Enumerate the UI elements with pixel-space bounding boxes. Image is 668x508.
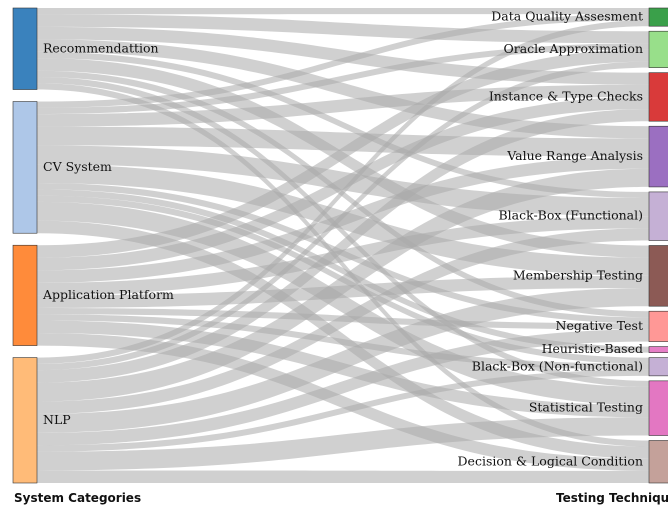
- target-node-oracle-approximation[interactable]: [648, 30, 668, 68]
- link-application-platform-to-black-box-non-functional[interactable]: [37, 314, 649, 370]
- target-label-oracle-approximation: Oracle Approximation: [503, 41, 643, 56]
- target-label-statistical-testing: Statistical Testing: [529, 400, 643, 415]
- link-nlp-to-oracle-approximation[interactable]: [37, 61, 649, 371]
- link-nlp-to-black-box-non-functional[interactable]: [37, 369, 649, 452]
- target-label-decision-and-logical-condition: Decision & Logical Condition: [458, 453, 643, 468]
- link-recommendattion-to-decision-and-logical-condition[interactable]: [37, 83, 649, 447]
- target-label-data-quality-assesment: Data Quality Assesment: [491, 9, 643, 24]
- source-node-application-platform[interactable]: [12, 244, 38, 346]
- target-label-black-box-functional: Black-Box (Functional): [498, 208, 643, 223]
- link-cv-system-to-statistical-testing[interactable]: [37, 201, 649, 406]
- source-node-cv-system[interactable]: [12, 101, 38, 234]
- link-cv-system-to-oracle-approximation[interactable]: [37, 43, 649, 115]
- link-nlp-to-negative-test[interactable]: [37, 329, 649, 446]
- target-node-data-quality-assesment[interactable]: [648, 7, 668, 27]
- link-nlp-to-statistical-testing[interactable]: [37, 417, 649, 471]
- source-label-application-platform: Application Platform: [42, 287, 174, 302]
- source-label-nlp: NLP: [43, 412, 71, 427]
- link-nlp-to-instance-and-type-checks[interactable]: [37, 109, 649, 383]
- target-label-value-range-analysis: Value Range Analysis: [506, 148, 643, 163]
- link-recommendattion-to-data-quality-assesment[interactable]: [37, 8, 649, 15]
- link-recommendattion-to-black-box-functional[interactable]: [37, 51, 649, 199]
- target-node-statistical-testing[interactable]: [648, 380, 668, 436]
- link-recommendattion-to-value-range-analysis[interactable]: [37, 39, 649, 139]
- target-node-membership-testing[interactable]: [648, 245, 668, 307]
- link-nlp-to-black-box-functional[interactable]: [37, 228, 649, 415]
- link-cv-system-to-heuristic-based[interactable]: [37, 189, 649, 353]
- source-label-cv-system: CV System: [43, 159, 112, 174]
- target-node-value-range-analysis[interactable]: [648, 125, 668, 188]
- link-cv-system-to-value-range-analysis[interactable]: [37, 126, 649, 157]
- target-node-instance-and-type-checks[interactable]: [648, 72, 668, 122]
- link-application-platform-to-instance-and-type-checks[interactable]: [37, 96, 649, 271]
- sankey-links: [37, 8, 649, 483]
- link-nlp-to-data-quality-assesment[interactable]: [37, 20, 649, 364]
- source-node-recommendattion[interactable]: [12, 7, 38, 90]
- sankey-nodes: [12, 7, 668, 484]
- link-application-platform-to-oracle-approximation[interactable]: [37, 49, 649, 258]
- source-label-recommendattion: Recommendattion: [43, 40, 159, 55]
- target-label-instance-and-type-checks: Instance & Type Checks: [489, 88, 643, 103]
- link-application-platform-to-value-range-analysis[interactable]: [37, 156, 649, 283]
- target-label-negative-test: Negative Test: [556, 318, 643, 333]
- system-categories-title: System Categories: [14, 491, 142, 505]
- link-nlp-to-membership-testing[interactable]: [37, 288, 649, 433]
- target-label-membership-testing: Membership Testing: [513, 267, 643, 282]
- target-label-black-box-non-functional: Black-Box (Non-functional): [472, 358, 643, 373]
- source-node-nlp[interactable]: [12, 357, 38, 484]
- target-node-negative-test[interactable]: [648, 310, 668, 342]
- target-node-black-box-functional[interactable]: [648, 191, 668, 241]
- link-nlp-to-value-range-analysis[interactable]: [37, 168, 649, 402]
- target-node-decision-and-logical-condition[interactable]: [648, 440, 668, 484]
- link-cv-system-to-data-quality-assesment[interactable]: [37, 14, 649, 108]
- testing-techniques-title: Testing Techniques: [556, 491, 668, 505]
- link-recommendattion-to-oracle-approximation[interactable]: [37, 14, 649, 44]
- link-application-platform-to-decision-and-logical-condition[interactable]: [37, 333, 649, 471]
- target-label-heuristic-based: Heuristic-Based: [542, 341, 643, 356]
- link-application-platform-to-black-box-functional[interactable]: [37, 216, 649, 296]
- link-recommendattion-to-statistical-testing[interactable]: [37, 76, 649, 387]
- target-node-heuristic-based[interactable]: [648, 346, 668, 353]
- sankey-labels: Recommendattion CV System Application Plat…: [42, 9, 643, 469]
- link-nlp-to-decision-and-logical-condition[interactable]: [37, 470, 649, 483]
- target-node-black-box-non-functional[interactable]: [648, 357, 668, 377]
